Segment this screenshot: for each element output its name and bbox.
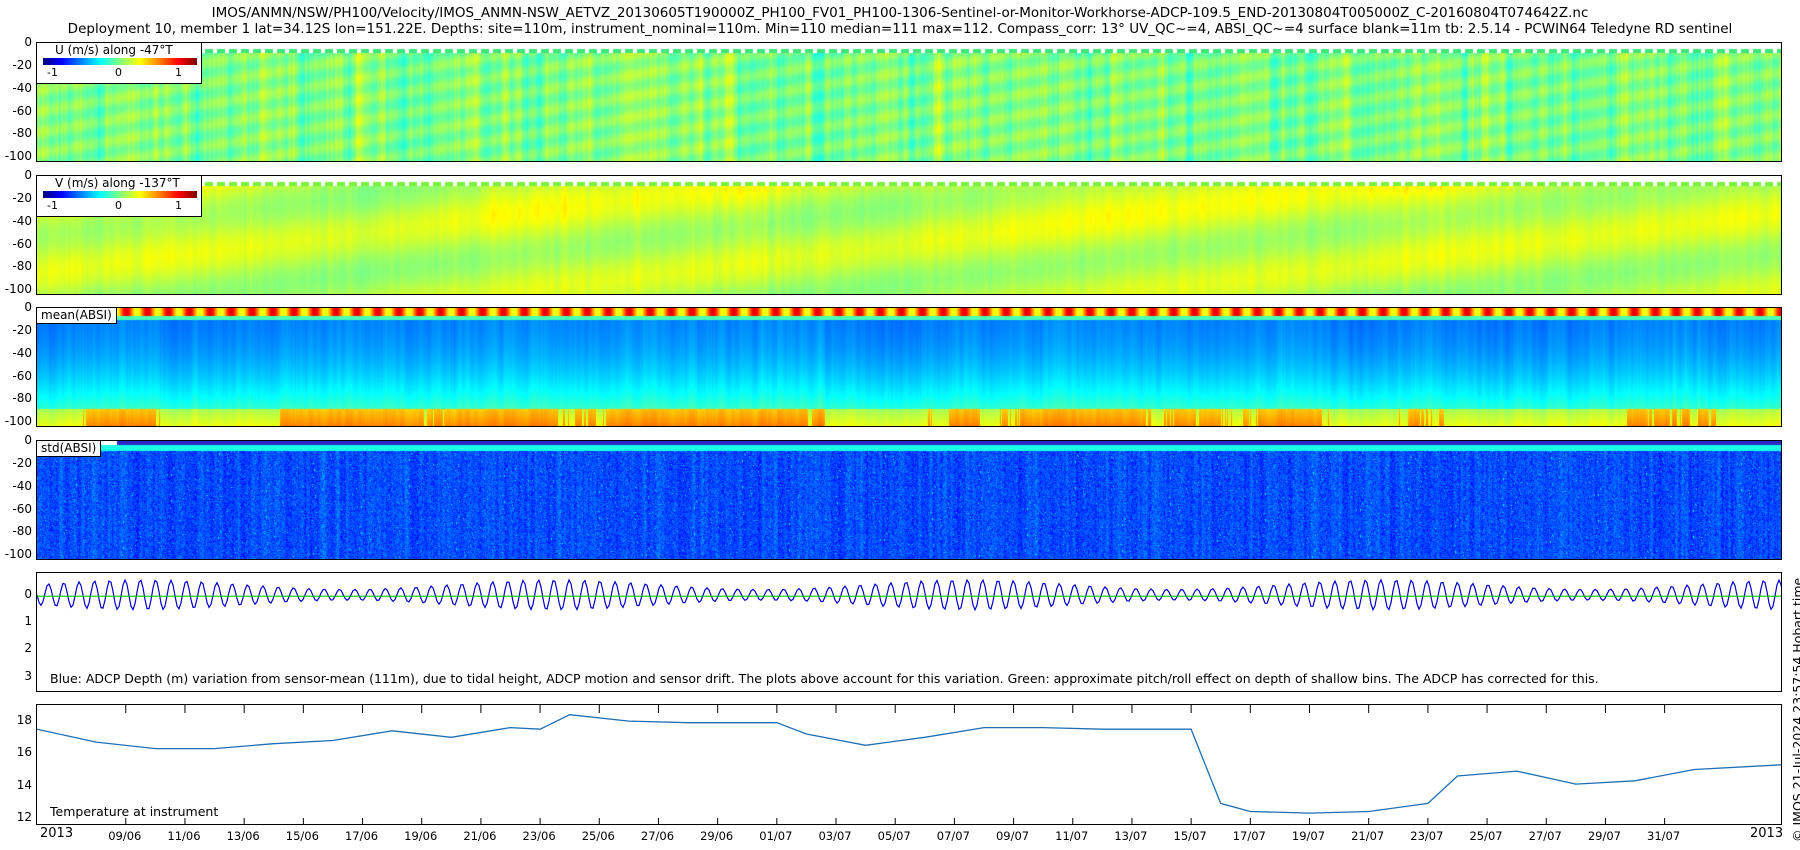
ytick-label: 0: [24, 35, 32, 49]
ytick-label: 2: [24, 641, 32, 656]
xtick-label: 21/07: [1351, 829, 1385, 843]
xtick-label: 13/06: [226, 829, 260, 843]
xtick-label: 25/06: [581, 829, 615, 843]
figure-title-line-2: Deployment 10, member 1 lat=34.12S lon=1…: [67, 21, 1733, 37]
ytick-label: 0: [24, 433, 32, 447]
ytick-label: -80: [12, 391, 32, 406]
xtick-label: 31/07: [1647, 829, 1681, 843]
xtick-label: 09/06: [108, 829, 142, 843]
depth-variation-line: [37, 578, 1781, 612]
ytick-label: -100: [4, 282, 32, 297]
xtick-label: 17/06: [344, 829, 379, 843]
u-colorbar-tick-mid: 0: [115, 66, 122, 79]
xtick-label: 11/06: [167, 829, 201, 843]
v-velocity-colorbar: V (m/s) along -137°T -1 0 1: [36, 175, 202, 217]
ytick-label: -60: [12, 501, 32, 516]
ytick-label: 0: [24, 586, 32, 601]
ytick-label: -60: [12, 103, 32, 118]
ytick-label: -100: [4, 414, 32, 429]
ytick-label: -80: [12, 126, 32, 141]
u-colorbar-gradient: [43, 58, 197, 65]
xtick-label: 17/07: [1232, 829, 1266, 843]
xtick-label: 23/07: [1410, 829, 1444, 843]
u-velocity-heatmap: [36, 42, 1782, 162]
ytick-label: 18: [16, 713, 32, 728]
temperature-annotation: Temperature at instrument: [50, 804, 219, 819]
mean-absi-heatmap: [36, 307, 1782, 427]
v-colorbar-gradient: [43, 191, 197, 198]
xtick-label: 27/07: [1528, 829, 1562, 843]
year-label-right: 2013: [1750, 826, 1784, 841]
ytick-label: -60: [12, 236, 32, 251]
u-velocity-colorbar: U (m/s) along -47°T -1 0 1: [36, 42, 202, 84]
imos-timestamp: © IMOS 21-Jul-2024 23:57:54 Hobart time: [1790, 577, 1800, 842]
u-velocity-canvas: [37, 43, 1781, 161]
mean-absi-canvas: [37, 308, 1781, 426]
xtick-label: 13/07: [1114, 829, 1148, 843]
ytick-label: -80: [12, 524, 32, 539]
ytick-label: -100: [4, 547, 32, 562]
ytick-label: -100: [4, 149, 32, 164]
ytick-label: 1: [24, 614, 32, 629]
xtick-label: 09/07: [995, 829, 1030, 843]
xtick-label: 15/07: [1173, 829, 1207, 843]
depth-variation-svg: [37, 578, 1781, 612]
temperature-line: [37, 714, 1781, 814]
ytick-label: -40: [12, 80, 32, 95]
ytick-label: -60: [12, 368, 32, 383]
ytick-label: -20: [12, 190, 32, 205]
depth-variation-annotation: Blue: ADCP Depth (m) variation from sens…: [50, 671, 1599, 686]
v-colorbar-tick-max: 1: [175, 199, 182, 212]
temperature-plot: [36, 704, 1782, 825]
u-velocity-label: U (m/s) along -47°T: [55, 43, 173, 57]
v-velocity-heatmap: [36, 175, 1782, 295]
ytick-label: -40: [12, 345, 32, 360]
ytick-label: 16: [16, 745, 32, 760]
xtick-label: 29/07: [1587, 829, 1622, 843]
xtick-label: 21/06: [463, 829, 497, 843]
ytick-label: 0: [24, 300, 32, 314]
xtick-label: 15/06: [285, 829, 319, 843]
std-absi-label: std(ABSI): [36, 440, 102, 457]
ytick-label: -40: [12, 478, 32, 493]
xtick-label: 03/07: [818, 829, 852, 843]
ytick-label: 14: [16, 777, 32, 792]
ytick-label: -20: [12, 455, 32, 470]
ytick-label: 3: [24, 668, 32, 683]
ytick-label: 12: [16, 809, 32, 824]
xtick-label: 27/06: [640, 829, 675, 843]
temperature-svg: [37, 705, 1781, 824]
xtick-label: 25/07: [1469, 829, 1503, 843]
year-label-left: 2013: [40, 826, 74, 841]
depth-variation-plot: [36, 572, 1782, 692]
xtick-label: 23/06: [522, 829, 556, 843]
v-velocity-label: V (m/s) along -137°T: [55, 176, 180, 190]
std-absi-heatmap: [36, 440, 1782, 560]
xtick-label: 11/07: [1055, 829, 1089, 843]
xtick-label: 05/07: [877, 829, 911, 843]
xtick-label: 19/06: [404, 829, 438, 843]
v-colorbar-tick-min: -1: [47, 199, 58, 212]
ytick-label: 0: [24, 168, 32, 182]
mean-absi-label: mean(ABSI): [36, 307, 117, 324]
xtick-label: 29/06: [700, 829, 734, 843]
xtick-label: 01/07: [759, 829, 793, 843]
xtick-label: 19/07: [1291, 829, 1326, 843]
std-absi-canvas: [37, 441, 1781, 559]
figure-title-line-1: IMOS/ANMN/NSW/PH100/Velocity/IMOS_ANMN-N…: [211, 5, 1589, 21]
u-colorbar-tick-max: 1: [175, 66, 182, 79]
v-colorbar-tick-mid: 0: [115, 199, 122, 212]
ytick-label: -20: [12, 57, 32, 72]
xtick-label: 07/07: [936, 829, 970, 843]
u-colorbar-tick-min: -1: [47, 66, 58, 79]
ytick-label: -80: [12, 259, 32, 274]
ytick-label: -20: [12, 322, 32, 337]
ytick-label: -40: [12, 213, 32, 228]
v-velocity-canvas: [37, 176, 1781, 294]
